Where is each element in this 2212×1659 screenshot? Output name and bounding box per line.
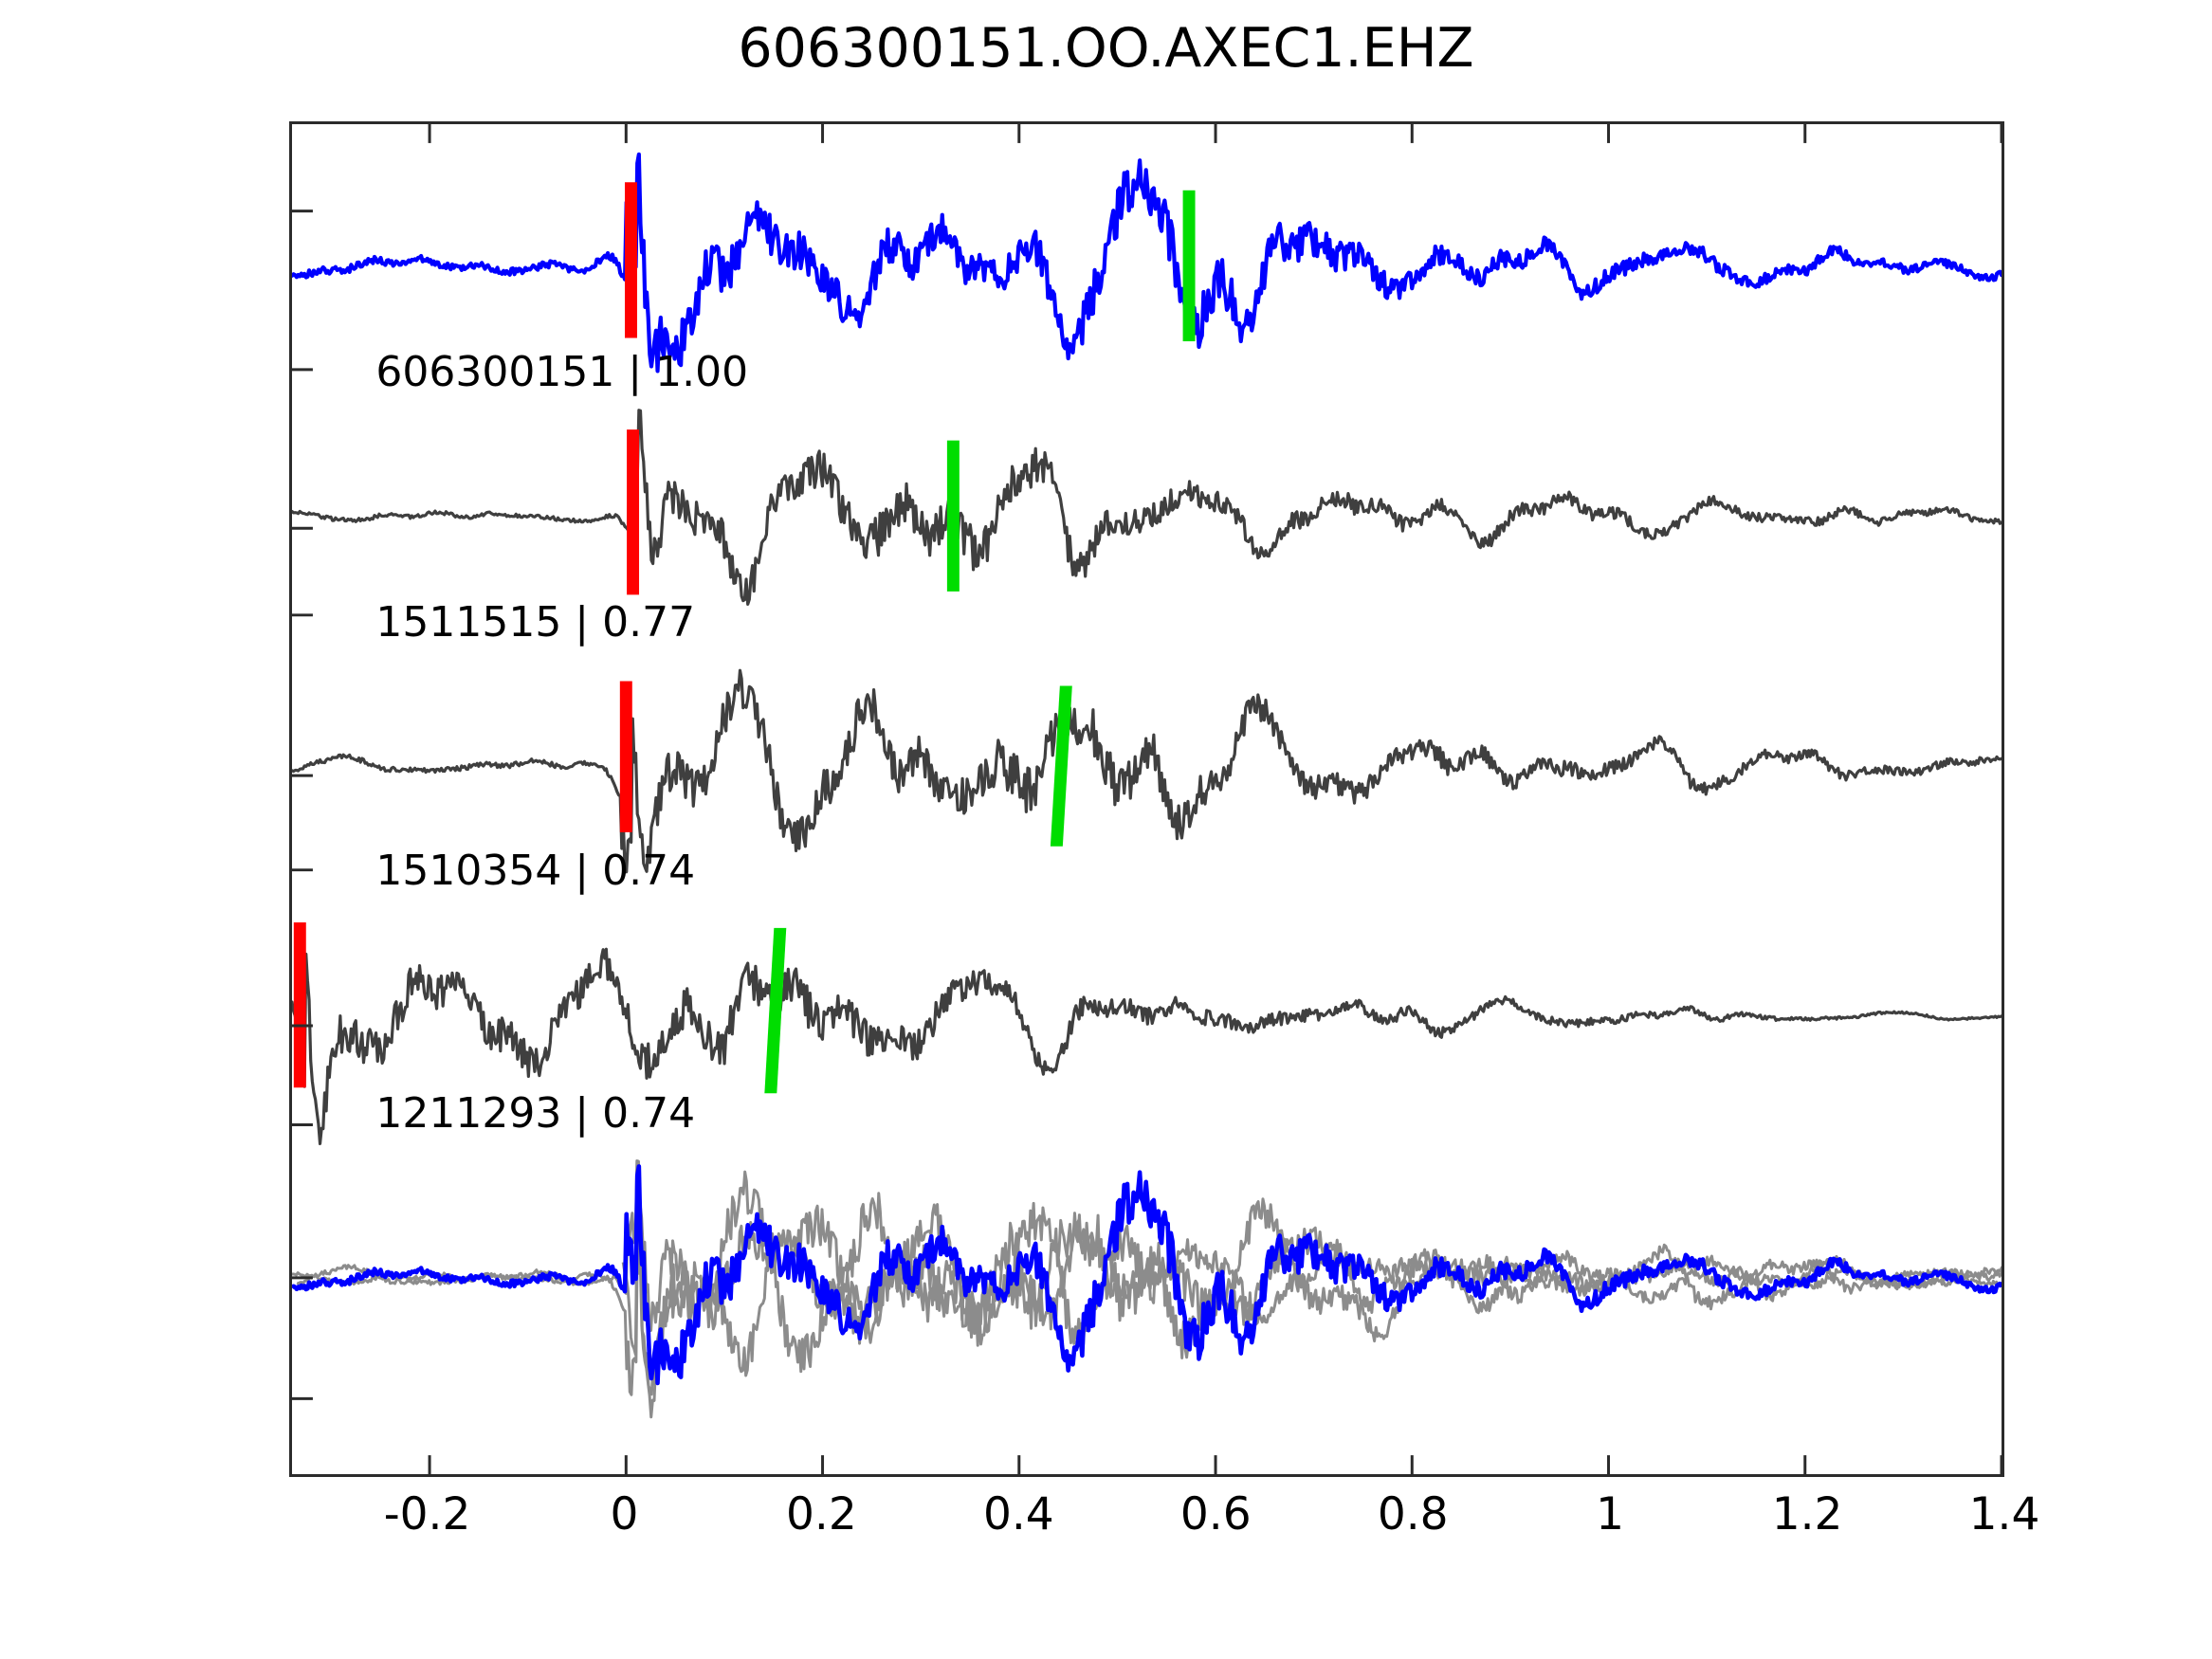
x-tick-label: 0.4 — [982, 1488, 1054, 1540]
s-pick-marker — [764, 927, 787, 1094]
x-tick-label: 1 — [1596, 1488, 1625, 1540]
waveform-canvas — [292, 124, 2002, 1474]
trace-label: 1511515 | 0.77 — [375, 598, 696, 647]
waveform-trace — [292, 409, 2002, 607]
chart-title: 606300151.OO.AXEC1.EHZ — [738, 17, 1474, 80]
x-tick-label: 0.6 — [1179, 1488, 1252, 1540]
trace-label: 1510354 | 0.74 — [375, 847, 696, 895]
x-tick-label: 0 — [610, 1488, 639, 1540]
waveform-trace — [292, 668, 2002, 874]
s-pick-marker — [946, 440, 960, 592]
s-pick-marker — [1182, 190, 1196, 342]
pick-marker-group — [293, 182, 1196, 1094]
x-tick-group — [428, 124, 2002, 1474]
waveform-trace — [292, 152, 2002, 374]
x-tick-label: 0.2 — [786, 1488, 857, 1540]
y-tick-group — [292, 210, 313, 1400]
x-tick-label: 0.8 — [1377, 1488, 1449, 1540]
p-pick-marker — [625, 182, 637, 338]
x-axis-tick-labels: -0.2 0 0.2 0.4 0.6 0.8 1 1.2 1.4 — [0, 1488, 2212, 1555]
overlay-match-trace — [621, 1202, 2002, 1419]
x-tick-label: -0.2 — [383, 1488, 471, 1540]
waveform-trace — [292, 947, 2002, 1146]
trace-label: 606300151 | 1.00 — [375, 348, 749, 396]
overlay-template-trace — [292, 1164, 2002, 1386]
x-tick-label: 1.2 — [1771, 1488, 1843, 1540]
p-pick-marker — [293, 921, 306, 1088]
s-pick-marker — [1050, 685, 1072, 847]
p-pick-marker — [619, 681, 632, 832]
p-pick-marker — [627, 429, 640, 595]
plot-area: 606300151 | 1.00 1511515 | 0.77 1510354 | … — [289, 121, 2004, 1477]
trace-group — [292, 152, 2002, 1419]
trace-label: 1211293 | 0.74 — [375, 1089, 696, 1138]
x-tick-label: 1.4 — [1968, 1488, 2040, 1540]
